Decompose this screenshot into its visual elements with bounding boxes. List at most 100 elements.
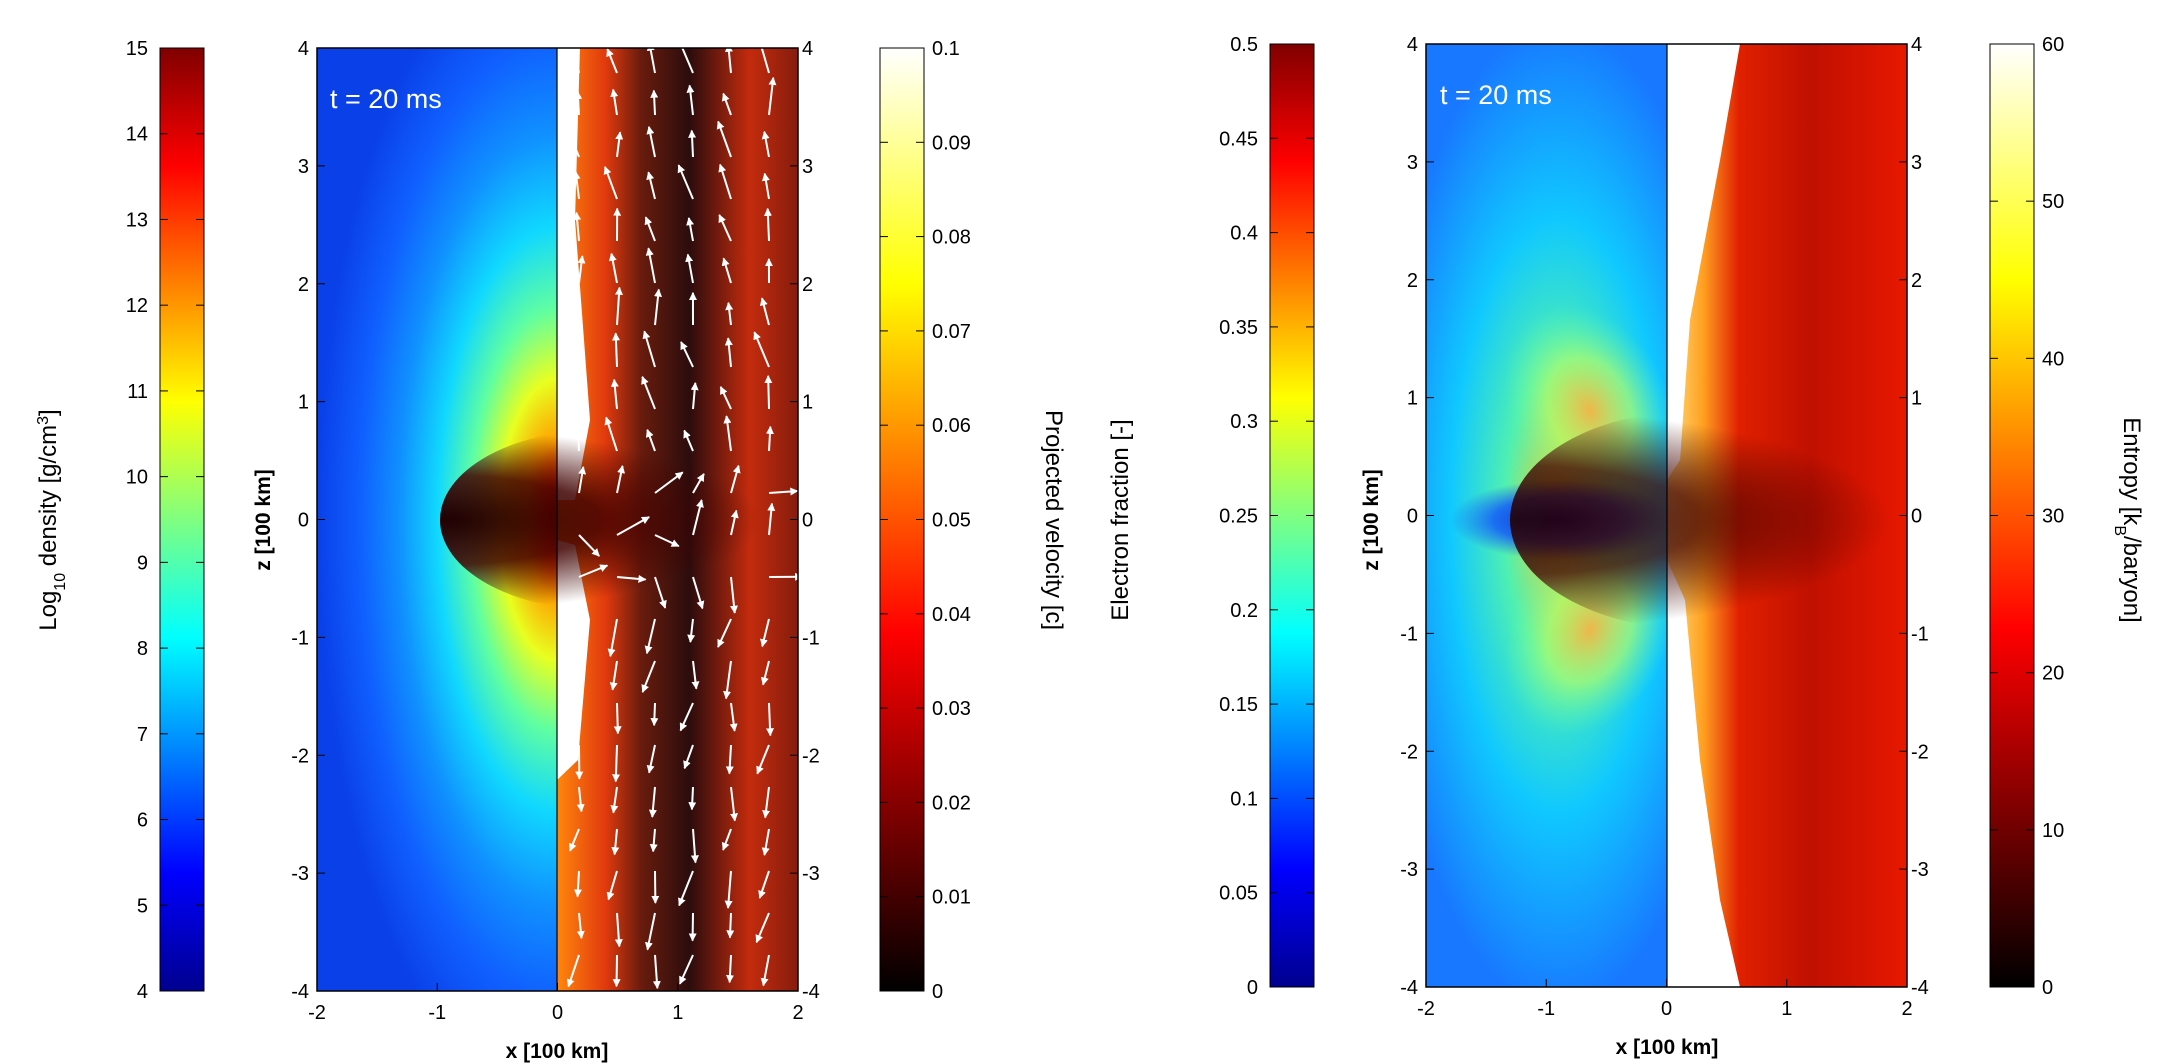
y-tick-label-left: 0 [298, 510, 309, 532]
y-tick-label-right: 1 [1911, 388, 1922, 410]
density-colorbar-label: Log10 density [g/cm3] [35, 409, 69, 630]
velocity-arrow [755, 912, 770, 944]
y-tick-label-right: -2 [802, 745, 820, 767]
y-tick-label-right: 3 [802, 156, 813, 178]
velocity-arrow [724, 337, 733, 368]
velocity-arrow [683, 744, 694, 770]
velocity-arrow [765, 425, 774, 452]
panel2-axis-ticks: -2 -1 0 1 2-4 -4-3 -3-2 -2-1 -10 01 12 23 34 4 [1400, 34, 1929, 1020]
colorbar-tick-label: 0.5 [1230, 34, 1258, 56]
velocity-arrow [716, 120, 732, 158]
velocity-colorbar-ticks: 0 0.01 0.02 0.03 0.04 0.05 0.06 0.07 0.08 0.09 0.1 [880, 38, 971, 1003]
colorbar-tick-label: 50 [2042, 191, 2064, 213]
velocity-arrow [767, 502, 776, 536]
y-tick-label-right: 0 [1911, 506, 1922, 528]
velocity-arrow [613, 702, 622, 735]
x-tick-label: 2 [792, 1002, 803, 1024]
y-tick-label-right: 3 [1911, 152, 1922, 174]
colorbar-tick-label: 15 [126, 38, 148, 60]
entropy-colorbar-label: Entropy [kB/baryon] [2112, 417, 2146, 622]
velocity-arrow [678, 870, 694, 907]
colorbar-tick-label: 0.25 [1219, 506, 1258, 528]
velocity-arrow [766, 702, 775, 737]
velocity-arrow [729, 702, 738, 732]
velocity-arrow [723, 660, 732, 700]
x-tick-label: -1 [428, 1002, 446, 1024]
y-tick-label-left: 2 [1407, 270, 1418, 292]
velocity-arrow [686, 84, 695, 116]
panel1-axis-ticks: -2 -1 0 1 2-4 -4-3 -3-2 -2-1 -10 01 12 23 34 4 [291, 38, 820, 1024]
velocity-arrow [763, 207, 772, 242]
panel1-y-axis-label: z [100 km] [252, 469, 275, 571]
velocity-arrow [756, 744, 770, 775]
velocity-arrow [572, 171, 581, 200]
colorbar-tick-label: 0 [2042, 977, 2053, 999]
velocity-arrow [610, 786, 619, 814]
velocity-arrow [678, 954, 694, 985]
velocity-arrow [768, 76, 777, 116]
velocity-arrow [724, 870, 733, 909]
velocity-arrow [719, 386, 732, 410]
velocity-arrow [604, 416, 618, 452]
velocity-arrow [691, 660, 700, 690]
x-tick-label: -2 [1417, 998, 1435, 1020]
velocity-arrow [761, 172, 770, 200]
y-tick-label-right: 4 [1911, 34, 1922, 56]
y-tick-label-right: 2 [802, 274, 813, 296]
panel2-time-annotation: t = 20 ms [1440, 80, 1552, 110]
y-tick-label-right: -2 [1911, 741, 1929, 763]
panel1-x-axis-label: x [100 km] [506, 1040, 609, 1063]
velocity-arrow [644, 618, 656, 655]
velocity-arrow [612, 744, 621, 783]
y-tick-label-left: 4 [298, 38, 309, 60]
velocity-arrow [768, 487, 799, 496]
velocity-arrow [648, 786, 657, 818]
velocity-arrow [679, 702, 694, 732]
velocity-arrow [577, 255, 586, 284]
y-tick-label-right: 2 [1911, 270, 1922, 292]
velocity-arrow [723, 415, 732, 452]
colorbar-tick-label: 0.04 [932, 604, 971, 626]
y-tick-label-left: 3 [1407, 152, 1418, 174]
colorbar-tick-label: 0.01 [932, 887, 971, 909]
velocity-arrow [609, 660, 618, 691]
colorbar-tick-label: 0.06 [932, 415, 971, 437]
velocity-arrow [757, 39, 770, 74]
velocity-arrow [725, 744, 734, 775]
velocity-arrow [646, 744, 656, 774]
velocity-arrow [611, 332, 620, 368]
entropy-dark-core [1510, 410, 1890, 630]
density-colorbar [159, 47, 205, 992]
colorbar-tick-label: 0.09 [932, 132, 971, 154]
velocity-arrow [641, 375, 656, 410]
panel2-y-axis-label: z [100 km] [1360, 469, 1383, 571]
velocity-arrow [578, 564, 609, 578]
velocity-arrow [567, 129, 580, 158]
x-tick-label: -1 [1537, 998, 1555, 1020]
velocity-arrow [610, 378, 619, 410]
velocity-arrow [654, 288, 663, 326]
colorbar-tick-label: 6 [137, 810, 148, 832]
velocity-arrow [759, 297, 770, 326]
velocity-arrow [721, 828, 732, 851]
colorbar-tick-label: 40 [2042, 348, 2064, 370]
velocity-arrow [692, 473, 705, 494]
colorbar-tick-label: 0.1 [1230, 788, 1258, 810]
velocity-arrow [761, 828, 770, 856]
velocity-arrow [764, 375, 773, 410]
y-tick-label-left: 3 [298, 156, 309, 178]
velocity-arrow [654, 534, 680, 548]
velocity-arrow [730, 509, 739, 536]
colorbar-tick-label: 10 [126, 467, 148, 489]
velocity-vector-field [565, 39, 804, 990]
colorbar-tick-label: 0.08 [932, 227, 971, 249]
velocity-arrow [725, 954, 734, 984]
y-tick-label-right: -3 [1911, 859, 1929, 881]
velocity-arrow [718, 163, 732, 200]
colorbar-tick-label: 0.3 [1230, 411, 1258, 433]
electron-fraction-colorbar-ticks: 0 0.05 0.1 0.15 0.2 0.25 0.3 0.35 0.4 0.45 0.5 [1219, 34, 1314, 999]
colorbar-tick-label: 0.35 [1219, 317, 1258, 339]
velocity-arrow [717, 618, 732, 648]
velocity-arrow [688, 129, 697, 158]
